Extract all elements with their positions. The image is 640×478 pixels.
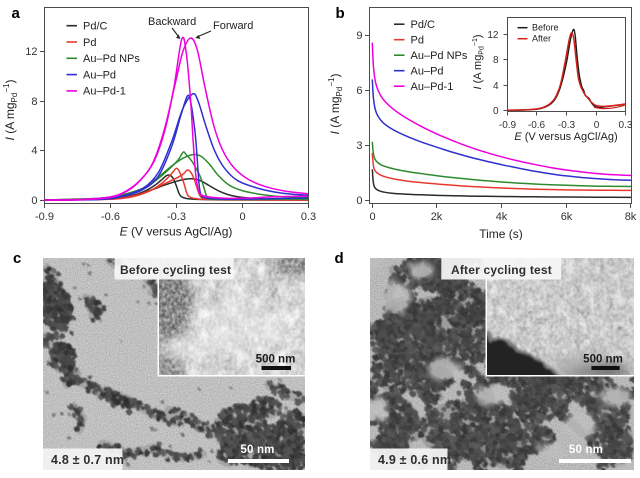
svg-text:0: 0 <box>356 195 362 207</box>
svg-text:-0.3: -0.3 <box>558 120 576 131</box>
svg-text:0: 0 <box>239 211 245 223</box>
svg-text:-0.3: -0.3 <box>167 211 186 223</box>
svg-text:0: 0 <box>369 211 375 223</box>
svg-text:After: After <box>532 34 551 44</box>
svg-text:Backward: Backward <box>148 16 196 28</box>
svg-text:Forward: Forward <box>213 20 253 32</box>
svg-text:Time (s): Time (s) <box>479 227 523 240</box>
svg-text:Pd: Pd <box>411 34 424 46</box>
svg-text:E (V versus AgCl/Ag): E (V versus AgCl/Ag) <box>514 131 617 143</box>
svg-text:0.3: 0.3 <box>301 211 316 223</box>
svg-text:I (A mgPd−1): I (A mgPd−1) <box>472 34 486 89</box>
svg-text:Pd/C: Pd/C <box>411 19 436 31</box>
svg-text:12: 12 <box>487 30 499 41</box>
svg-text:4: 4 <box>31 145 37 157</box>
svg-text:2k: 2k <box>431 211 443 223</box>
svg-text:Au–Pd: Au–Pd <box>411 65 444 77</box>
svg-text:-0.6: -0.6 <box>101 211 120 223</box>
svg-text:-0.6: -0.6 <box>528 120 546 131</box>
svg-text:E (V versus AgCl/Ag): E (V versus AgCl/Ag) <box>120 225 233 239</box>
svg-text:8: 8 <box>31 96 37 108</box>
svg-text:4k: 4k <box>496 211 508 223</box>
svg-text:0: 0 <box>31 195 37 207</box>
svg-text:0.3: 0.3 <box>619 120 633 131</box>
svg-text:Au–Pd NPs: Au–Pd NPs <box>83 53 140 65</box>
svg-text:I (A mgPd−1): I (A mgPd−1) <box>2 80 19 141</box>
svg-text:3: 3 <box>356 140 362 152</box>
svg-text:6: 6 <box>356 85 362 97</box>
svg-text:9: 9 <box>356 30 362 42</box>
svg-text:Au–Pd-1: Au–Pd-1 <box>83 86 126 98</box>
svg-text:Pd/C: Pd/C <box>83 21 108 33</box>
svg-text:Before: Before <box>532 23 559 33</box>
svg-text:0: 0 <box>594 120 600 131</box>
svg-text:Pd: Pd <box>83 37 96 49</box>
svg-text:8k: 8k <box>625 211 637 223</box>
svg-text:Au–Pd-1: Au–Pd-1 <box>411 81 454 93</box>
svg-text:4: 4 <box>493 81 499 92</box>
svg-text:6k: 6k <box>561 211 573 223</box>
svg-text:-0.9: -0.9 <box>499 120 517 131</box>
svg-text:0: 0 <box>493 106 499 117</box>
svg-text:Au–Pd: Au–Pd <box>83 69 116 81</box>
svg-text:8: 8 <box>493 55 499 66</box>
svg-text:500 nm: 500 nm <box>256 354 296 366</box>
svg-text:I (A mgPd−1): I (A mgPd−1) <box>327 74 344 135</box>
svg-text:12: 12 <box>25 46 37 58</box>
svg-text:-0.9: -0.9 <box>35 211 54 223</box>
svg-text:4.8 ± 0.7 nm: 4.8 ± 0.7 nm <box>51 453 124 467</box>
svg-text:a: a <box>12 5 21 22</box>
svg-text:b: b <box>336 5 345 22</box>
svg-text:Before cycling test: Before cycling test <box>120 263 231 277</box>
svg-text:50 nm: 50 nm <box>240 444 274 456</box>
svg-text:Au–Pd NPs: Au–Pd NPs <box>411 50 468 62</box>
